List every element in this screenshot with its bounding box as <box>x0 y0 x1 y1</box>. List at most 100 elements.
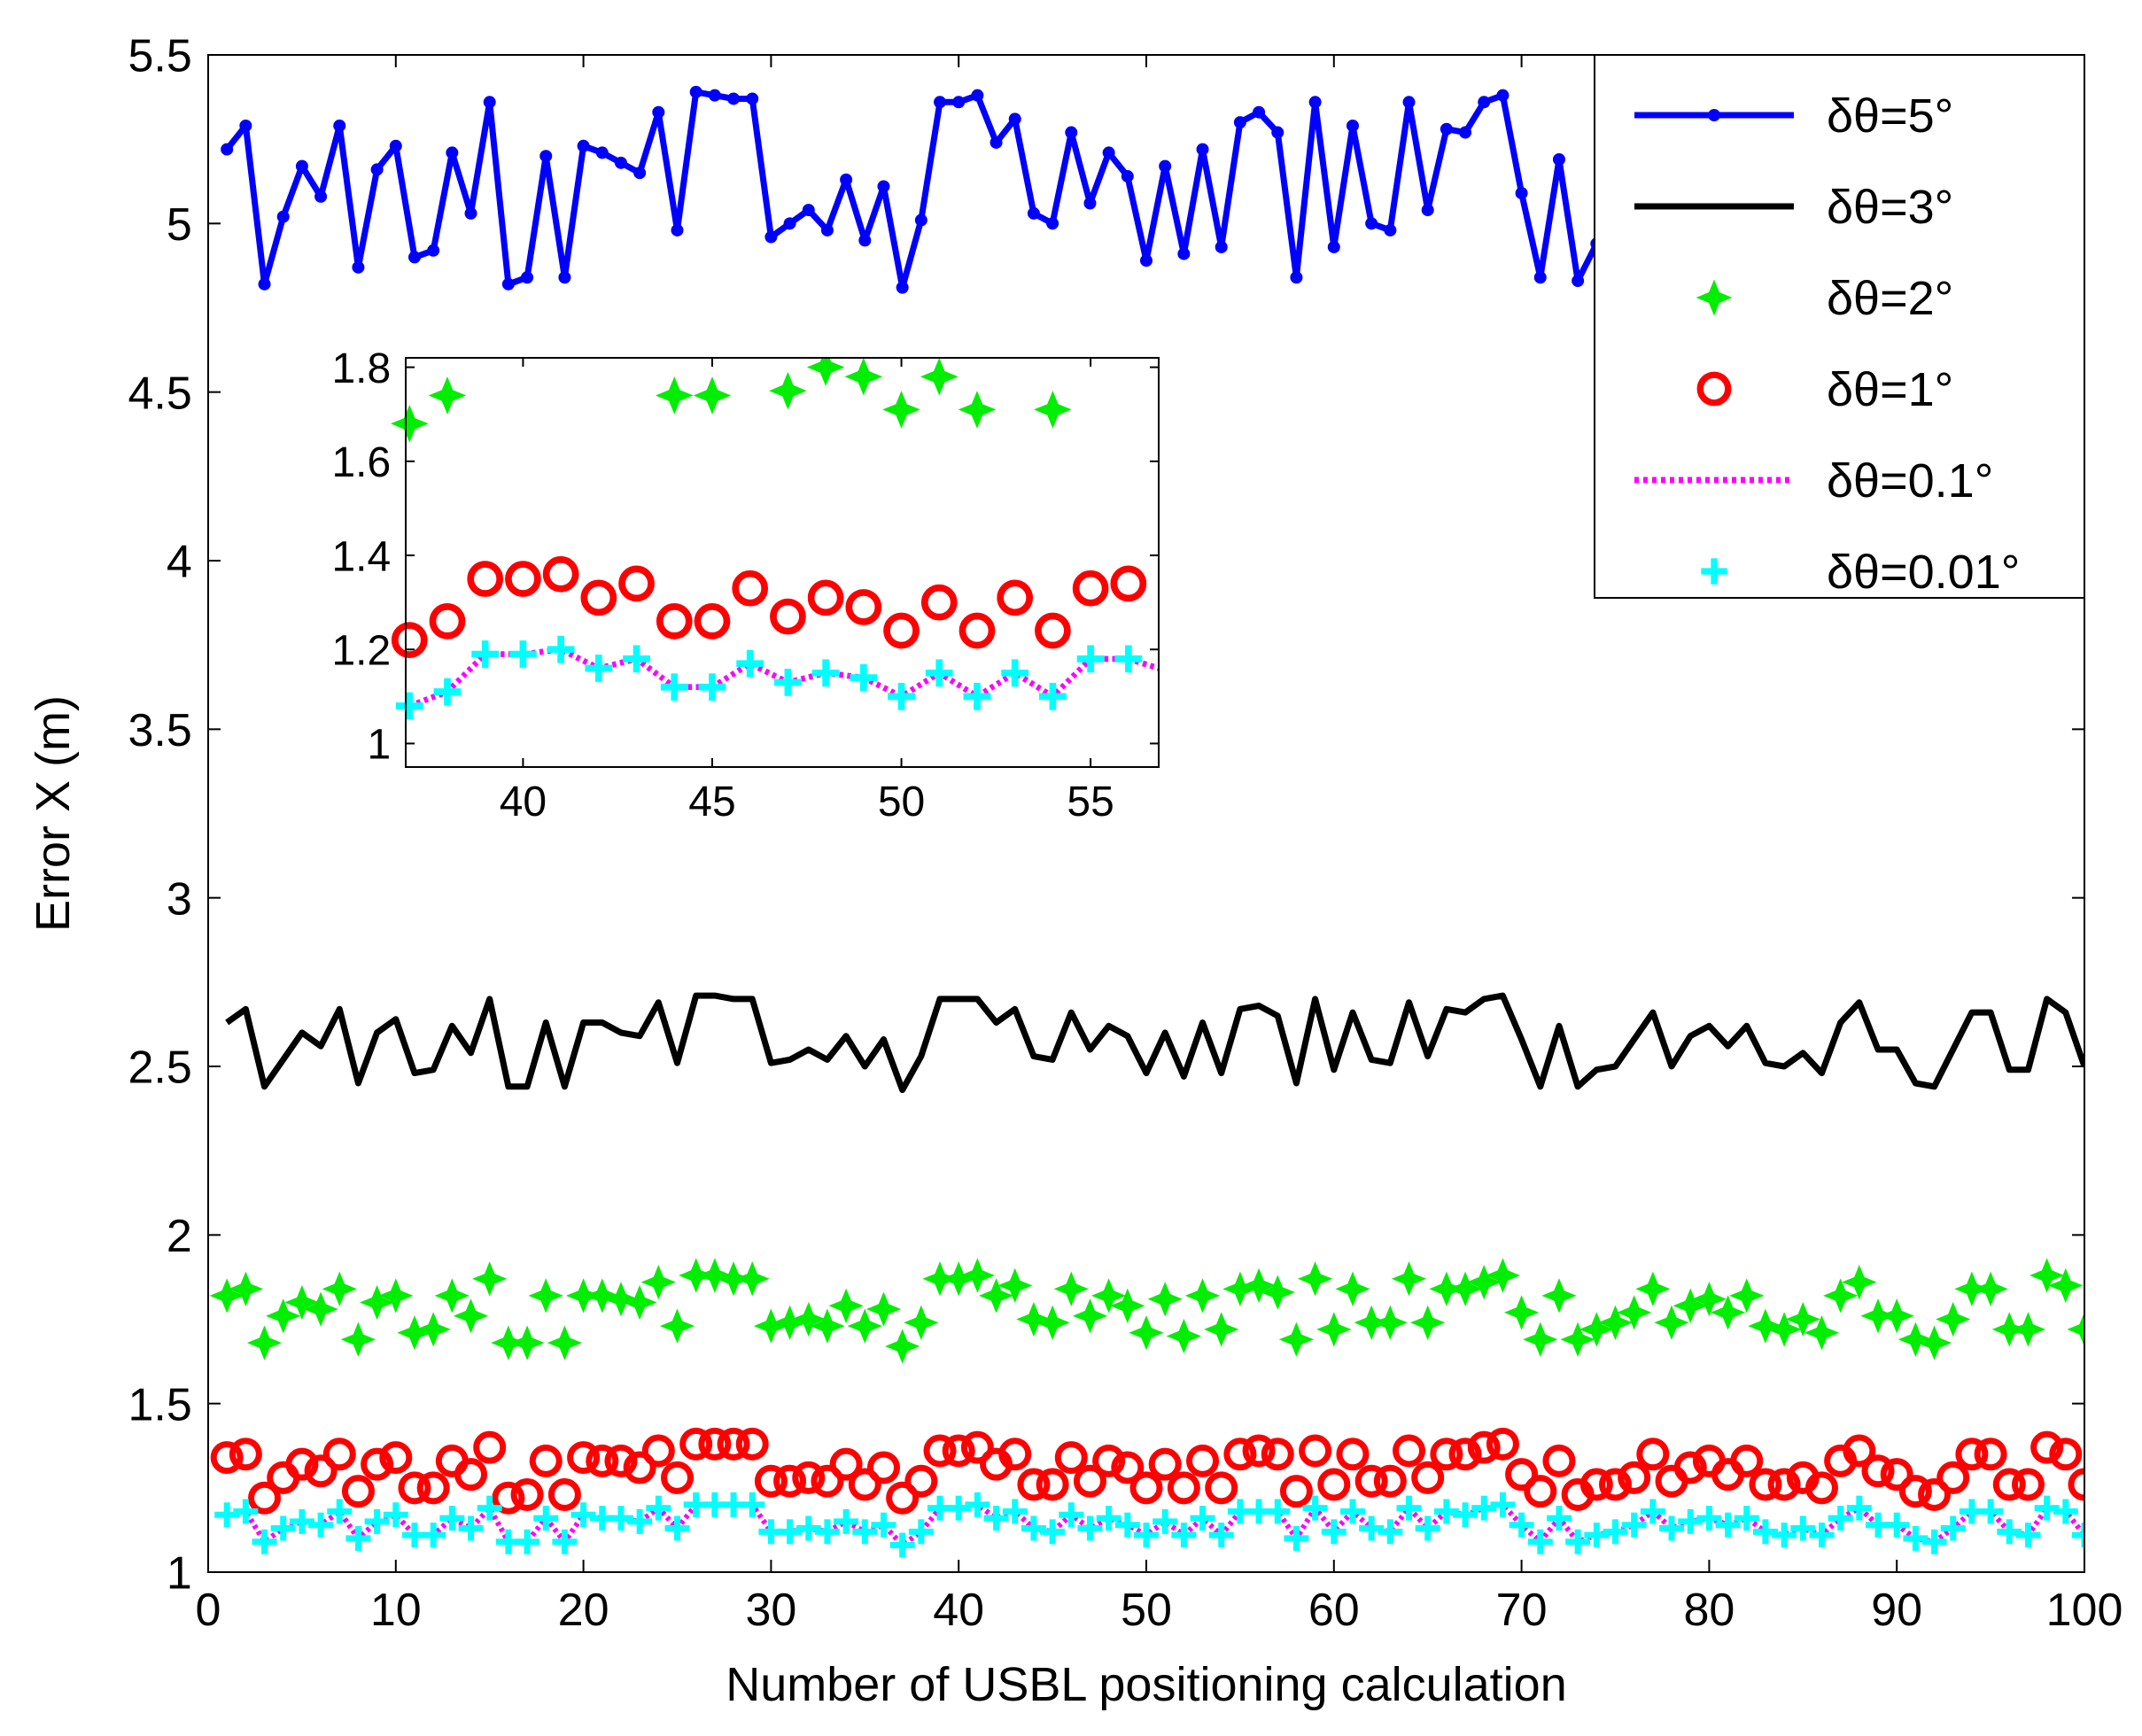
main-circle-point <box>341 1475 375 1508</box>
main-line-dot-point <box>501 277 515 291</box>
main-star-point <box>1804 1315 1840 1351</box>
main-plus-point <box>1490 1492 1516 1517</box>
main-line-dot-point <box>614 156 627 169</box>
inset-plus-point <box>698 673 726 701</box>
main-circle-point <box>1242 1434 1276 1468</box>
main-plus-point <box>1790 1515 1816 1541</box>
main-x-axis-label: Number of USBL positioning calculation <box>726 1658 1567 1711</box>
main-star-point <box>1579 1312 1614 1347</box>
main-star-point <box>922 1261 958 1297</box>
main-circle-point <box>1129 1471 1163 1505</box>
main-star-point <box>1691 1282 1727 1317</box>
main-x-tick-label: 60 <box>1308 1585 1360 1636</box>
main-y-tick-label: 2 <box>167 1211 192 1262</box>
main-star-point <box>1072 1298 1108 1334</box>
main-circle-point <box>1542 1444 1576 1477</box>
main-circle-point <box>942 1434 975 1468</box>
main-line-dot-point <box>1121 170 1134 183</box>
main-circle-point <box>829 1447 863 1481</box>
main-plus-point <box>1152 1508 1178 1534</box>
inset-plus-point <box>925 659 953 687</box>
main-star-point <box>547 1325 583 1360</box>
inset-star-point <box>390 404 429 443</box>
main-line-dot-point <box>858 234 872 247</box>
main-plus-point <box>1903 1525 1929 1551</box>
main-circle-point <box>1354 1464 1388 1498</box>
main-plus-point <box>965 1492 990 1517</box>
main-plus-point <box>1190 1506 1215 1531</box>
main-star-point <box>1485 1258 1521 1293</box>
inset-plus-point <box>963 682 991 710</box>
main-plus-point <box>2072 1523 2084 1548</box>
main-star-point <box>847 1308 882 1344</box>
main-star-point <box>1635 1271 1671 1306</box>
main-plus-point <box>2015 1523 2041 1548</box>
inset-star-point <box>806 358 845 386</box>
inset-plus-point <box>585 655 613 682</box>
main-line-dot-point <box>1308 96 1322 109</box>
main-line-dot-point <box>221 143 234 156</box>
inset-axes-frame <box>405 357 1160 768</box>
main-circle-point <box>773 1464 807 1498</box>
main-star-point <box>734 1261 770 1297</box>
main-plus-point <box>1339 1499 1365 1524</box>
main-circle-point <box>379 1441 413 1475</box>
main-circle-point <box>866 1451 900 1484</box>
main-line-dot-point <box>1496 89 1509 102</box>
main-y-tick-label: 3.5 <box>128 705 192 756</box>
main-line-dot-point <box>595 146 609 159</box>
main-star-point <box>1260 1275 1295 1310</box>
main-circle-point <box>2068 1468 2084 1501</box>
main-plus-point <box>1527 1529 1553 1554</box>
main-line-dot-point <box>1384 223 1397 236</box>
main-star-point <box>1410 1305 1446 1340</box>
main-star-point <box>434 1278 470 1314</box>
main-plus-point <box>627 1508 653 1534</box>
main-line-dot-point <box>1027 206 1040 220</box>
main-circle-point <box>322 1438 356 1471</box>
main-line-dot-point <box>1459 126 1472 139</box>
inset-x-tick-label: 40 <box>500 779 547 825</box>
main-star-point <box>1204 1312 1239 1347</box>
inset-plus-point <box>1076 645 1105 673</box>
main-star-point <box>1898 1321 1934 1357</box>
main-plus-point <box>1752 1519 1778 1545</box>
main-circle-point <box>1804 1471 1838 1505</box>
inset-circle-point <box>580 579 617 616</box>
main-line-dot-point <box>352 260 365 274</box>
main-plus-point <box>1096 1506 1121 1531</box>
main-circle-point <box>998 1438 1032 1471</box>
main-circle-point <box>1430 1438 1463 1471</box>
main-star-point <box>885 1329 920 1364</box>
main-star-point <box>1466 1264 1502 1300</box>
main-circle-point <box>2011 1468 2045 1501</box>
main-star-point <box>1823 1278 1859 1314</box>
inset-x-tick-label: 50 <box>878 779 925 825</box>
main-star-point <box>1597 1305 1634 1340</box>
main-x-tick-label: 40 <box>933 1585 984 1636</box>
main-circle-point <box>1843 1434 1876 1468</box>
inset-circle-point <box>542 555 579 593</box>
main-circle-point <box>623 1451 656 1484</box>
main-circle-point <box>2030 1430 2064 1464</box>
main-plus-point <box>1433 1499 1459 1524</box>
main-line-dot-point <box>1008 112 1021 126</box>
main-plus-point <box>777 1519 803 1545</box>
legend-box <box>1594 54 2085 599</box>
main-circle-point <box>1618 1461 1651 1494</box>
main-circle-point <box>2049 1438 2083 1471</box>
main-plus-point <box>1696 1506 1722 1531</box>
main-plus-point <box>1002 1499 1028 1524</box>
inset-plus-point <box>774 669 802 696</box>
main-plus-point <box>1565 1529 1591 1554</box>
main-plus-point <box>1678 1508 1704 1534</box>
main-plus-point <box>1828 1506 1853 1531</box>
legend-label: δθ=2° <box>1827 272 1953 325</box>
main-circle-point <box>904 1464 938 1498</box>
legend-marker <box>1696 371 1732 407</box>
main-circle-point <box>604 1444 638 1477</box>
main-line-dot-point <box>370 163 384 176</box>
main-line-dot-point <box>1177 247 1191 260</box>
main-plus-point <box>1659 1515 1685 1541</box>
main-plus-point <box>270 1515 296 1541</box>
